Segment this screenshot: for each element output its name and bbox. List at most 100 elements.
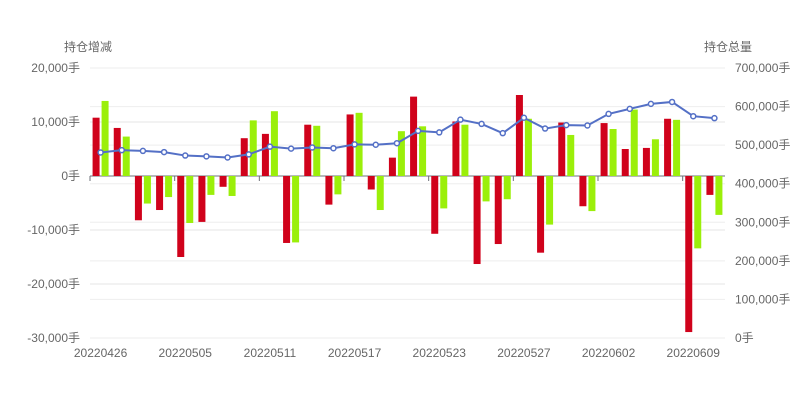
line-point — [605, 110, 612, 118]
line-point — [160, 148, 168, 156]
bar — [537, 176, 545, 253]
bar — [482, 176, 490, 202]
bar — [715, 176, 723, 215]
line-point — [626, 105, 633, 113]
bar — [207, 176, 215, 195]
x-tick-label: 20220523 — [413, 346, 467, 360]
line-point — [436, 129, 443, 136]
tick-labels: 20,000手 10,000手 0手 -10,000手 -20,000手 -30,000手… — [27, 61, 790, 360]
x-tick-label: 20220602 — [582, 346, 636, 360]
left-tick-label: -30,000手 — [27, 331, 80, 345]
left-axis-title: 持仓增减 — [64, 39, 112, 54]
x-tick-label: 20220527 — [497, 346, 551, 360]
line-point — [541, 125, 549, 132]
bar — [473, 176, 481, 265]
bar — [143, 176, 151, 204]
bar — [228, 176, 236, 196]
bar — [249, 120, 257, 176]
bar — [261, 133, 269, 176]
bar — [410, 96, 418, 176]
line-point — [584, 122, 591, 129]
bar — [431, 176, 439, 234]
bar — [177, 176, 185, 257]
bar — [334, 176, 342, 195]
left-tick-label: 10,000手 — [31, 115, 80, 129]
bar — [219, 176, 227, 187]
line-point — [309, 144, 316, 151]
line-point — [563, 121, 570, 129]
left-tick-label: -10,000手 — [27, 223, 80, 237]
bar — [240, 138, 248, 176]
line-series — [97, 98, 718, 161]
bar — [567, 134, 575, 176]
x-tick-label: 20220511 — [244, 346, 297, 360]
bar — [419, 126, 427, 176]
line-point — [372, 141, 379, 149]
line-point — [414, 127, 422, 135]
bar — [694, 176, 702, 249]
bar — [664, 118, 672, 176]
line-point — [457, 116, 464, 123]
line-point — [690, 112, 697, 120]
x-tick-label: 20220426 — [74, 346, 128, 360]
bar — [325, 176, 333, 205]
right-tick-label: 200,000手 — [735, 254, 790, 268]
line-point — [266, 143, 274, 150]
bar — [304, 124, 312, 176]
bar — [706, 176, 714, 195]
x-tick-label: 20220505 — [159, 346, 213, 360]
line-point — [118, 146, 125, 154]
bar — [524, 118, 532, 176]
right-tick-label: 500,000手 — [735, 138, 790, 152]
grid-lines — [89, 67, 725, 339]
line-point — [478, 120, 485, 128]
line-point — [393, 139, 401, 147]
left-tick-label: 0手 — [61, 169, 80, 183]
right-tick-label: 700,000手 — [735, 61, 790, 75]
line-point — [330, 144, 337, 152]
left-tick-label: 20,000手 — [31, 61, 80, 75]
bar — [461, 124, 469, 176]
bar — [673, 119, 681, 176]
bar — [494, 176, 502, 245]
bar — [579, 176, 587, 207]
bar — [92, 117, 100, 176]
bar — [621, 149, 629, 176]
bar — [515, 95, 523, 176]
line-point — [182, 152, 189, 159]
left-tick-label: -20,000手 — [27, 277, 80, 291]
bar — [101, 100, 109, 176]
bar — [630, 109, 638, 176]
bar — [156, 176, 164, 211]
bar — [397, 131, 405, 176]
bar — [165, 176, 173, 198]
bar — [651, 139, 659, 176]
right-tick-label: 300,000手 — [735, 215, 790, 229]
bar — [186, 176, 194, 223]
bar — [588, 176, 596, 212]
line-point — [224, 154, 231, 161]
right-tick-label: 400,000手 — [735, 177, 790, 191]
bar — [270, 111, 278, 176]
line-point — [287, 145, 295, 152]
bar — [609, 129, 617, 176]
line-point — [97, 149, 104, 156]
right-axis-title: 持仓总量 — [704, 39, 752, 54]
bar — [388, 157, 396, 176]
line-point — [499, 129, 506, 137]
line-point — [647, 100, 655, 108]
bar — [113, 127, 121, 176]
bar — [546, 176, 554, 225]
bar — [292, 176, 300, 243]
bar — [376, 176, 384, 211]
bar — [558, 122, 566, 176]
line-point — [139, 147, 147, 155]
bar — [503, 176, 511, 200]
bar — [642, 147, 650, 176]
x-tick-label: 20220609 — [667, 346, 721, 360]
line-point — [245, 151, 252, 158]
bar — [440, 176, 448, 209]
right-tick-label: 600,000手 — [735, 100, 790, 114]
line-point — [711, 114, 718, 122]
